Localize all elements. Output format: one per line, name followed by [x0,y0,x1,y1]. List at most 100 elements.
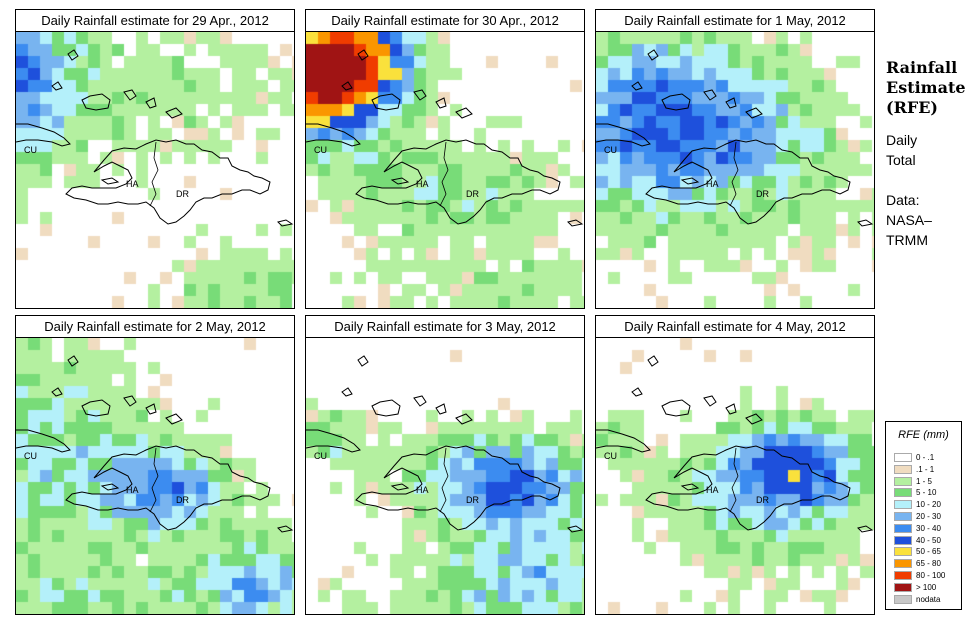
rainfall-map: CU HA DR [15,337,295,615]
legend-label: 10 - 20 [916,500,941,510]
map-panel-apr30: Daily Rainfall estimate for 30 Apr., 201… [305,9,585,309]
place-label-dominican-republic: DR [466,495,479,505]
legend-swatch [894,476,912,486]
coastline [680,177,700,185]
legend-swatch [894,523,912,533]
place-label-dominican-republic: DR [176,495,189,505]
coastline [100,177,120,185]
legend-label: > 100 [916,582,937,592]
rainfall-map: CU HA DR [595,337,875,615]
legend-label: 80 - 100 [916,571,946,580]
legend-label: 40 - 50 [916,535,941,545]
period-line: Daily [886,132,918,148]
place-label-dominican-republic: DR [756,189,769,199]
panel-title: Daily Rainfall estimate for 3 May, 2012 [305,315,585,339]
coastline [67,355,79,367]
coastline [306,123,361,147]
coastline-overlay [16,355,294,533]
country-border [439,447,449,513]
coastline [355,139,561,225]
coastline [631,387,643,397]
coastline [355,445,561,531]
rainfall-grid [16,32,294,308]
map-panel-may2: Daily Rainfall estimate for 2 May, 2012 … [15,315,295,615]
legend-swatch [894,582,912,592]
rainfall-map: CU HA DR [305,31,585,309]
coastline [390,177,410,185]
coastline [647,355,659,367]
coastline [51,81,63,91]
source-line: TRMM [886,232,928,248]
coastline [435,403,447,415]
coastline [455,413,473,425]
place-label-cuba: CU [604,145,617,155]
coastline [596,123,651,147]
place-label-dominican-republic: DR [466,189,479,199]
product-title-line: Estimate [886,78,966,97]
rainfall-grid [306,338,584,614]
legend-label: 65 - 80 [916,559,941,569]
coastline [413,395,427,407]
coastline [165,107,183,119]
coastline [371,399,401,417]
legend-label: nodata [916,594,941,604]
coastline [123,395,137,407]
legend-label: 1 - 5 [916,476,933,486]
product-title: Rainfall Estimate (RFE) [886,58,970,118]
map-panel-may4: Daily Rainfall estimate for 4 May, 2012 … [595,315,875,615]
country-border [729,447,739,513]
legend-swatch [894,547,912,557]
place-label-haiti: HA [126,179,139,189]
coastline [745,413,763,425]
coastline [647,49,659,61]
legend-swatch [894,453,912,462]
rainfall-grid [596,32,874,308]
coastline [165,413,183,425]
place-label-dominican-republic: DR [176,189,189,199]
legend-label: 50 - 65 [916,547,941,557]
coastline-overlay [16,49,294,227]
coastline [631,81,643,91]
coastline [123,89,137,101]
coastline [857,525,874,533]
coastline [725,403,737,415]
country-border [149,141,159,207]
place-label-cuba: CU [604,451,617,461]
coastline [341,81,353,91]
coastline [65,139,271,225]
rainfall-map: CU HA DR [595,31,875,309]
coastline [661,93,691,111]
panel-title: Daily Rainfall estimate for 4 May, 2012 [595,315,875,339]
coastline [725,97,737,109]
legend-label: 20 - 30 [916,512,941,521]
legend-label: .1 - 1 [916,464,935,474]
coastline [567,219,584,227]
legend-swatch [894,464,912,474]
coastline [100,483,120,491]
coastline [357,49,369,61]
map-panel-apr29: Daily Rainfall estimate for 29 Apr., 201… [15,9,295,309]
legend-swatch [894,512,912,521]
place-label-haiti: HA [706,485,719,495]
coastline [341,387,353,397]
coastline [371,93,401,111]
legend-label: 30 - 40 [916,523,941,533]
coastline [413,89,427,101]
place-label-cuba: CU [314,145,327,155]
coastline [277,219,294,227]
coastline [81,399,111,417]
legend-label: 5 - 10 [916,488,937,498]
rfe-legend: RFE (mm) 0 - .1 .1 - 1 1 - 5 5 - 10 10 - 20 2… [885,421,962,610]
coastline [703,395,717,407]
panel-title: Daily Rainfall estimate for 30 Apr., 201… [305,9,585,33]
legend-swatch [894,535,912,545]
panel-title: Daily Rainfall estimate for 1 May, 2012 [595,9,875,33]
rainfall-map: CU HA DR [15,31,295,309]
legend-title: RFE (mm) [898,429,949,441]
place-label-dominican-republic: DR [756,495,769,505]
coastline [67,49,79,61]
coastline [596,429,651,453]
coastline [857,219,874,227]
panel-title: Daily Rainfall estimate for 29 Apr., 201… [15,9,295,33]
source-line: Data: [886,192,920,208]
